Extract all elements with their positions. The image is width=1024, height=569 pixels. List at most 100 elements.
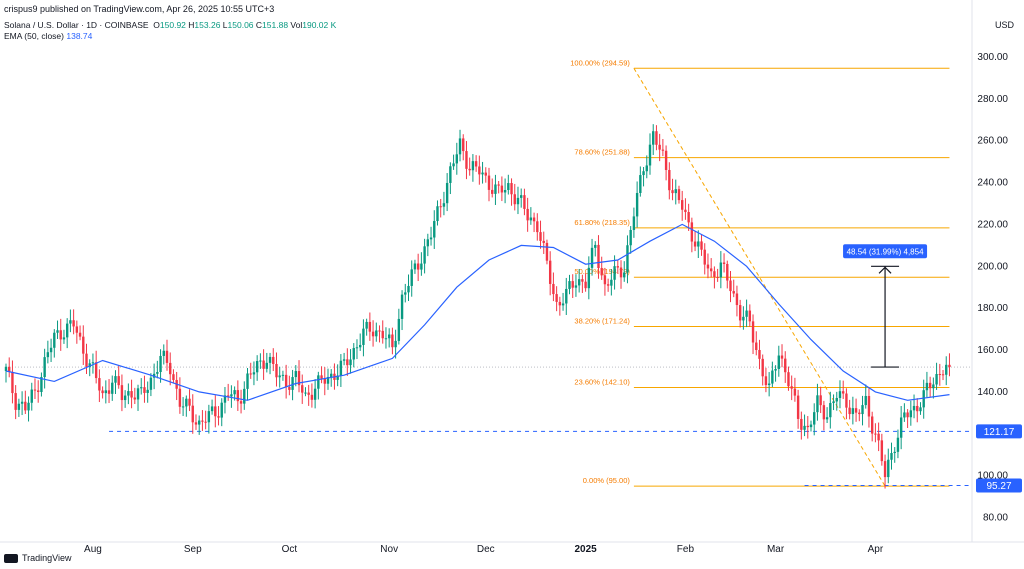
candle-body <box>800 418 803 430</box>
candle-body <box>919 407 922 412</box>
candle-body <box>825 417 829 420</box>
candle-body <box>916 405 919 412</box>
candle-body <box>503 190 507 193</box>
candle-body <box>671 190 674 194</box>
candle-body <box>162 350 165 356</box>
candle-body <box>838 391 842 398</box>
candle-body <box>681 200 684 210</box>
candle-body <box>693 241 697 247</box>
candle-body <box>536 221 539 233</box>
candle-body <box>751 321 755 343</box>
candle-body <box>65 323 69 338</box>
symbol-row: Solana / U.S. Dollar · 1D · COINBASE O15… <box>4 20 337 30</box>
candle-body <box>520 195 523 198</box>
candle-body <box>529 217 533 221</box>
tradingview-logo[interactable]: TradingView <box>4 553 72 563</box>
candle-body <box>867 395 871 417</box>
candle-body <box>355 347 359 349</box>
candle-body <box>352 347 355 360</box>
candle-body <box>945 364 948 375</box>
candle-body <box>56 330 59 333</box>
x-tick-label: Feb <box>677 544 695 555</box>
candle-body <box>912 405 916 411</box>
candle-body <box>590 247 594 268</box>
candle-body <box>204 421 207 423</box>
candle-body <box>98 378 101 391</box>
candle-body <box>574 285 578 288</box>
candle-body <box>603 275 607 285</box>
y-tick-label: 300.00 <box>977 52 1008 63</box>
candle-body <box>130 391 133 398</box>
candle-body <box>394 340 397 348</box>
candle-body <box>542 240 545 243</box>
candle-body <box>85 353 88 367</box>
candle-body <box>577 279 581 286</box>
y-tick-label: 100.00 <box>977 471 1008 482</box>
candle-body <box>400 294 404 319</box>
high-value: 153.26 <box>194 20 221 30</box>
candle-body <box>877 433 880 441</box>
candle-body <box>445 182 449 204</box>
candle-body <box>449 166 452 183</box>
candle-body <box>552 283 555 295</box>
candle-body <box>220 402 223 418</box>
candle-body <box>668 169 671 191</box>
candle-body <box>487 175 491 190</box>
currency-label[interactable]: USD <box>994 20 1014 30</box>
candle-body <box>172 374 175 380</box>
candle-body <box>500 185 504 193</box>
candle-body <box>455 154 458 164</box>
candle-body <box>568 281 571 289</box>
candle-body <box>639 175 642 193</box>
candle-body <box>523 195 526 209</box>
candle-body <box>37 390 40 392</box>
candle-body <box>909 410 913 418</box>
candle-body <box>423 246 426 264</box>
candle-body <box>706 264 710 269</box>
candle-body <box>729 280 732 292</box>
candle-body <box>259 360 262 362</box>
candle-body <box>697 241 700 247</box>
candle-body <box>755 342 758 350</box>
candle-body <box>78 332 82 337</box>
candle-body <box>198 420 201 425</box>
candle-body <box>91 362 95 364</box>
candle-body <box>687 212 690 223</box>
candle-body <box>748 310 752 322</box>
candle-body <box>223 395 227 403</box>
candle-body <box>201 420 204 422</box>
candle-body <box>726 263 729 281</box>
candle-body <box>233 390 236 395</box>
symbol-name[interactable]: Solana / U.S. Dollar · 1D · COINBASE <box>4 20 149 30</box>
candle-body <box>94 362 98 379</box>
candle-body <box>935 374 938 385</box>
candle-body <box>339 360 343 376</box>
candle-body <box>59 330 62 340</box>
candle-body <box>407 285 410 293</box>
candle-body <box>606 284 610 286</box>
candle-body <box>371 331 375 337</box>
candle-body <box>677 189 681 201</box>
candle-body <box>587 267 591 289</box>
candle-body <box>745 310 748 317</box>
candle-body <box>835 397 838 402</box>
price-tag <box>976 424 1022 439</box>
candle-body <box>191 405 194 423</box>
candle-body <box>217 416 220 418</box>
measure-label-box <box>843 244 928 259</box>
candle-body <box>906 412 909 418</box>
candle-body <box>40 377 43 392</box>
candle-body <box>210 406 214 412</box>
candle-body <box>645 165 648 172</box>
candle-body <box>149 377 153 390</box>
price-tag-label: 95.27 <box>986 481 1011 492</box>
candle-body <box>239 401 243 404</box>
candle-body <box>887 459 890 478</box>
ema-row[interactable]: EMA (50, close) 138.74 <box>4 31 336 42</box>
candle-body <box>452 163 455 167</box>
fib-level-label: 78.60% (251.88) <box>574 148 630 157</box>
fib-level-label: 0.00% (95.00) <box>583 476 631 485</box>
candle-body <box>922 390 925 408</box>
candle-body <box>941 374 945 376</box>
